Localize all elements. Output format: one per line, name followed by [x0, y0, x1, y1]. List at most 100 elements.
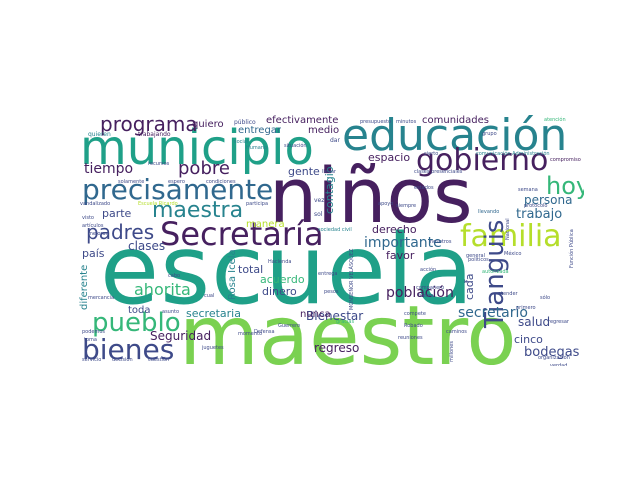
word-companero: compañero: [416, 285, 445, 291]
word-juguetes: juguetes: [202, 345, 224, 351]
word-pobre: pobre: [178, 158, 230, 179]
word-espacio: espacio: [368, 151, 411, 164]
word-favor: favor: [386, 249, 415, 262]
word-cloud: escuela maestro niños municipio educació…: [78, 110, 584, 366]
word-manera: manera: [246, 219, 285, 230]
word-cual: cual: [204, 293, 215, 299]
word-rosa-icela: Rosa Icela: [227, 249, 238, 300]
word-dar: dar: [330, 137, 340, 144]
word-gracias: gracias: [336, 319, 355, 325]
word-persona: persona: [524, 193, 573, 207]
word-toda: toda: [128, 305, 151, 316]
word-organizacion: organización: [538, 355, 570, 361]
word-apoyo: apoyo: [378, 201, 394, 207]
word-diferente: diferente: [79, 264, 90, 310]
word-compromiso: compromiso: [550, 157, 581, 163]
word-minutos: minutos: [396, 119, 417, 125]
word-reuniones: reuniones: [398, 335, 423, 341]
word-visto: visto: [82, 215, 94, 221]
word-quieren: quieren: [88, 131, 111, 138]
word-asunto: asunto: [162, 309, 180, 315]
word-condiciones: condiciones: [206, 179, 236, 185]
word-importante: importante: [364, 235, 442, 251]
word-programa: programa: [100, 112, 198, 136]
word-solamente: solamente: [118, 179, 145, 185]
word-medio: medio: [308, 125, 340, 136]
word-sol: sol: [314, 211, 323, 218]
word-funcion-publica: Función Pública: [569, 229, 575, 268]
word-comunicacion: comunicación Administración: [476, 151, 550, 157]
word-tiempo: tiempo: [84, 161, 134, 177]
word-municipio: municipio: [80, 120, 314, 176]
word-cuestion: cuestión: [148, 357, 170, 363]
word-gobierno: gobierno: [416, 143, 549, 178]
word-clases: clases: [128, 239, 166, 253]
word-trabajando: trabajando: [138, 131, 171, 138]
word-social: social: [234, 139, 249, 145]
word-ir: ir: [464, 279, 468, 285]
word-pueblo: pueblo: [92, 308, 181, 338]
word-dinero: dinero: [262, 285, 297, 298]
word-vandalizado: vandalizado: [80, 201, 111, 207]
word-atencion: atención: [544, 117, 566, 123]
word-atender: atender: [498, 291, 518, 297]
word-llevando: llevando: [478, 209, 500, 215]
word-semana: semana: [518, 187, 538, 193]
word-fuerza: fuerza: [418, 293, 434, 299]
word-pesos: pesos: [324, 289, 339, 295]
word-secretaria: Secretaría: [160, 215, 324, 253]
word-cierto: cierto: [424, 151, 439, 157]
word-seguridad: Seguridad: [150, 329, 212, 343]
word-nacional: Nacional: [505, 218, 511, 240]
word-humano: Humano: [246, 145, 268, 151]
word-presupuesto: presupuesto: [360, 119, 392, 125]
word-clases-presenciales: clases presenciales: [414, 169, 463, 175]
word-verdad: verdad: [550, 363, 568, 367]
word-caminos: caminos: [446, 329, 467, 335]
word-secretaria-lower: secretaria: [186, 307, 241, 320]
word-total: total: [238, 263, 264, 276]
word-educacion: educación: [342, 110, 568, 161]
word-escuela: escuela: [100, 214, 475, 326]
word-comunidades: comunidades: [422, 115, 489, 126]
word-parte: parte: [102, 207, 132, 220]
word-cinco: cinco: [514, 333, 543, 346]
word-padres: padres: [86, 220, 155, 244]
word-pais: país: [82, 247, 105, 260]
word-escuela-ricardo: Escuela Ricardo: [138, 201, 178, 207]
word-millones: millones: [449, 341, 455, 362]
word-compete: compete: [404, 311, 426, 317]
word-entrega: entrega: [318, 271, 338, 277]
word-llevar: llevar: [322, 169, 336, 175]
word-hacienda: Hacienda: [268, 259, 292, 265]
word-autorizada: autorizada: [482, 269, 509, 275]
word-estados: estados: [414, 185, 434, 191]
word-quiero: quiero: [192, 119, 224, 130]
word-accion: acción: [420, 267, 437, 273]
word-trabajo: trabajo: [516, 207, 563, 222]
word-regreso: regreso: [314, 341, 360, 355]
word-toma: toma: [84, 337, 97, 343]
word-gente: gente: [288, 165, 320, 178]
word-guerrero: Guerrero: [278, 323, 301, 329]
word-salud: salud: [518, 315, 551, 329]
word-secretario: secretario: [458, 305, 528, 321]
word-acuerdo: acuerdo: [260, 273, 305, 286]
word-mercancia: mercancía: [88, 295, 115, 301]
word-mexico: México: [504, 251, 522, 257]
word-publico: público: [234, 119, 256, 126]
word-derecho: derecho: [372, 223, 417, 236]
word-ahorita: ahorita: [134, 280, 191, 299]
word-decision: decisión: [112, 357, 133, 363]
word-hoy: hoy: [546, 172, 584, 200]
word-siempre: siempre: [396, 203, 417, 209]
word-podemos: podemos: [82, 329, 106, 335]
word-servicio: servicio: [82, 357, 102, 363]
word-sociedad-civil: sociedad civil: [318, 227, 352, 233]
word-articulos: artículos: [82, 223, 104, 229]
word-cada: cada: [463, 273, 476, 300]
word-protocolo: protocolo: [524, 203, 548, 209]
word-bienestar: Bienestar: [306, 309, 364, 323]
word-nunca: nunca: [300, 309, 331, 320]
word-entregar: entregar: [238, 125, 282, 136]
